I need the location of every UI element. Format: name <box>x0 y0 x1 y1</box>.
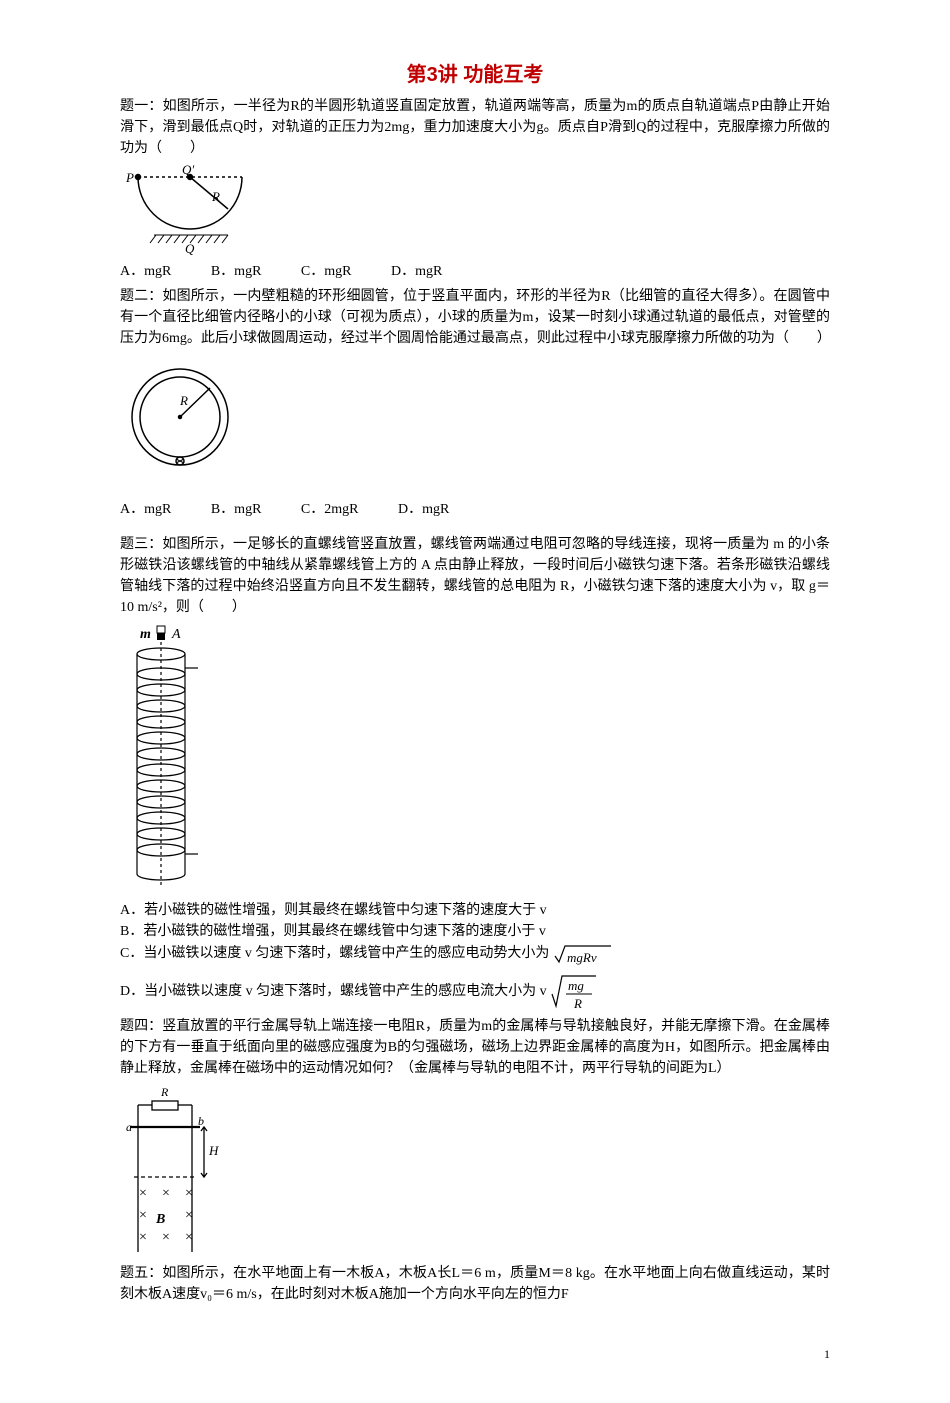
q3-opt-a: A．若小磁铁的磁性增强，则其最终在螺线管中匀速下落的速度大于 v <box>120 900 830 921</box>
q4-figure: × × × × × × × × R a b H B <box>120 1085 830 1257</box>
q3-opt-d: D．当小磁铁以速度 v 匀速下落时，螺线管中产生的感应电流大小为 v mg R <box>120 972 830 1012</box>
svg-text:mgRv: mgRv <box>567 950 597 965</box>
sqrt-icon: mgRv <box>553 942 613 966</box>
svg-text:×: × <box>139 1230 147 1245</box>
page-number: 1 <box>120 1345 830 1363</box>
q1-options: A．mgR B．mgR C．mgR D．mgR <box>120 261 830 282</box>
q3-opt-b: B．若小磁铁的磁性增强，则其最终在螺线管中匀速下落的速度小于 v <box>120 921 830 942</box>
svg-text:mg: mg <box>568 978 584 993</box>
q3-opt-c: C．当小磁铁以速度 v 匀速下落时，螺线管中产生的感应电动势大小为 mgRv <box>120 942 830 966</box>
q1-figure: P Q′ R Q <box>120 165 830 255</box>
label-R4: R <box>160 1085 169 1099</box>
svg-text:×: × <box>185 1208 193 1223</box>
svg-text:×: × <box>139 1208 147 1223</box>
svg-text:×: × <box>162 1186 170 1201</box>
label-R: R <box>211 189 220 204</box>
svg-text:×: × <box>185 1186 193 1201</box>
q1-stem: 题一：如图所示，一半径为R的半圆形轨道竖直固定放置，轨道两端等高，质量为m的质点… <box>120 96 830 159</box>
label-Q: Q <box>185 241 195 255</box>
q2-opt-c: C．2mgR <box>301 499 359 520</box>
svg-text:R: R <box>573 996 582 1011</box>
label-B: B <box>155 1212 165 1227</box>
label-Qtop: Q′ <box>182 165 194 177</box>
q2-opt-b: B．mgR <box>211 499 262 520</box>
svg-text:×: × <box>139 1186 147 1201</box>
sqrt-frac-icon: mg R <box>550 972 600 1012</box>
q5-stem: 题五：如图所示，在水平地面上有一木板A，木板A长L＝6 m，质量M＝8 kg。在… <box>120 1263 830 1305</box>
q2-figure: R <box>120 355 830 485</box>
label-a: a <box>126 1120 132 1134</box>
label-A: A <box>171 627 181 642</box>
label-b: b <box>198 1114 204 1128</box>
q2-options: A．mgR B．mgR C．2mgR D．mgR <box>120 499 830 520</box>
q1-opt-b: B．mgR <box>211 261 262 282</box>
section-title: 第3讲 功能互考 <box>120 60 830 90</box>
label-H: H <box>208 1143 219 1158</box>
q2-opt-d: D．mgR <box>398 499 449 520</box>
q4-stem: 题四：竖直放置的平行金属导轨上端连接一电阻R，质量为m的金属棒与导轨接触良好，并… <box>120 1016 830 1079</box>
label-R2: R <box>179 393 188 408</box>
label-m: m <box>140 627 151 642</box>
q1-opt-c: C．mgR <box>301 261 352 282</box>
q1-opt-d: D．mgR <box>391 261 442 282</box>
q3-figure: m A <box>120 624 830 894</box>
svg-text:×: × <box>162 1230 170 1245</box>
q3-stem: 题三：如图所示，一足够长的直螺线管竖直放置，螺线管两端通过电阻可忽略的导线连接，… <box>120 534 830 618</box>
q1-opt-a: A．mgR <box>120 261 171 282</box>
label-P: P <box>125 170 134 185</box>
q2-opt-a: A．mgR <box>120 499 171 520</box>
svg-text:×: × <box>185 1230 193 1245</box>
q2-stem: 题二：如图所示，一内壁粗糙的环形细圆管，位于竖直平面内，环形的半径为R（比细管的… <box>120 286 830 349</box>
